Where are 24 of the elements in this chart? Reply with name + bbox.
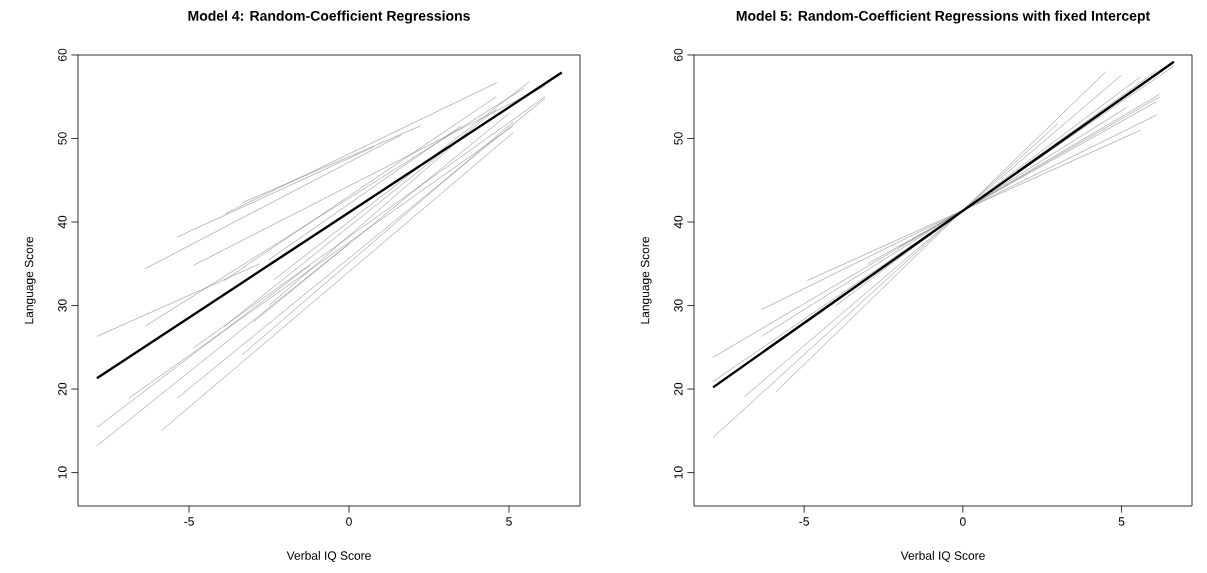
chart-title: Model 5: Random-Coefficient Regressions with fixed Intercept — [736, 10, 1150, 24]
x-axis-title: Verbal IQ Score — [286, 551, 371, 562]
y-tick-label: 40 — [674, 215, 683, 229]
y-tick-label: 20 — [58, 382, 67, 396]
y-tick-label: 50 — [58, 132, 67, 145]
y-tick-label: 10 — [674, 466, 683, 479]
x-tick-label: 0 — [959, 517, 966, 526]
y-tick-label: 60 — [58, 48, 67, 62]
y-tick-label: 60 — [674, 48, 683, 62]
chart-title: Model 4: Random-Coefficient Regressions — [188, 10, 470, 24]
x-tick-label: -5 — [184, 517, 194, 526]
y-axis-title: Language Score — [24, 237, 36, 324]
x-tick-label: 5 — [1118, 517, 1125, 526]
x-axis-title: Verbal IQ Score — [900, 551, 985, 562]
x-tick-label: -5 — [799, 517, 809, 526]
y-axis-title: Language Score — [640, 237, 652, 324]
y-tick-label: 10 — [58, 466, 67, 479]
y-tick-label: 50 — [674, 132, 683, 145]
x-tick-label: 5 — [506, 517, 512, 526]
y-tick-label: 30 — [58, 299, 67, 312]
y-tick-label: 40 — [58, 215, 67, 229]
x-tick-label: 0 — [346, 517, 352, 526]
y-tick-label: 30 — [674, 299, 683, 312]
y-tick-label: 20 — [674, 382, 683, 396]
